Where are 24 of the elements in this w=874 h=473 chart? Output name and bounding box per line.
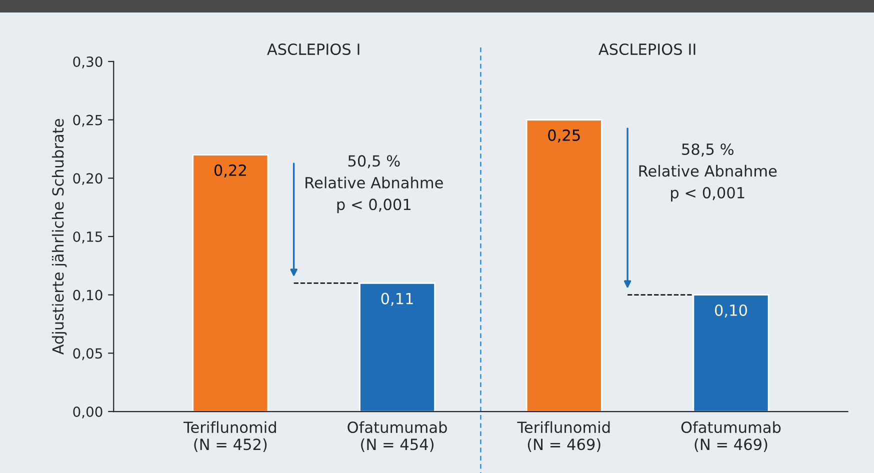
- data-label: 0,11: [381, 292, 413, 306]
- data-label: 0,10: [714, 304, 747, 318]
- data-label: 0,22: [214, 164, 246, 178]
- bar: [192, 154, 269, 412]
- bar: [359, 282, 436, 412]
- y-tick-label: 0,25: [73, 114, 102, 127]
- x-tick-label: Teriflunomid (N = 469): [517, 421, 610, 452]
- y-tick-label: 0,20: [73, 173, 102, 186]
- bar: [526, 119, 602, 412]
- y-tick-label: 0,00: [73, 406, 102, 418]
- annotation: 50,5 % Relative Abnahme p < 0,001: [306, 155, 443, 214]
- y-axis-title: Adjustierte jährliche Schubrate: [52, 119, 67, 355]
- text: ASCLEPIOS I: [267, 43, 360, 56]
- annotation: 58,5 % Relative Abnahme p < 0,001: [639, 143, 777, 202]
- y-tick-label: 0,30: [73, 56, 102, 68]
- x-tick-label: Teriflunomid (N = 452): [183, 421, 276, 452]
- x-tick-label: Ofatumumab (N = 469): [681, 421, 781, 452]
- y-tick-label: 0,15: [73, 231, 102, 244]
- text: ASCLEPIOS II: [598, 43, 696, 56]
- y-tick-label: 0,05: [73, 348, 102, 360]
- bar: [692, 294, 770, 412]
- data-label: 0,25: [548, 129, 580, 143]
- y-tick-label: 0,10: [73, 290, 102, 302]
- x-tick-label: Ofatumumab (N = 454): [348, 421, 447, 452]
